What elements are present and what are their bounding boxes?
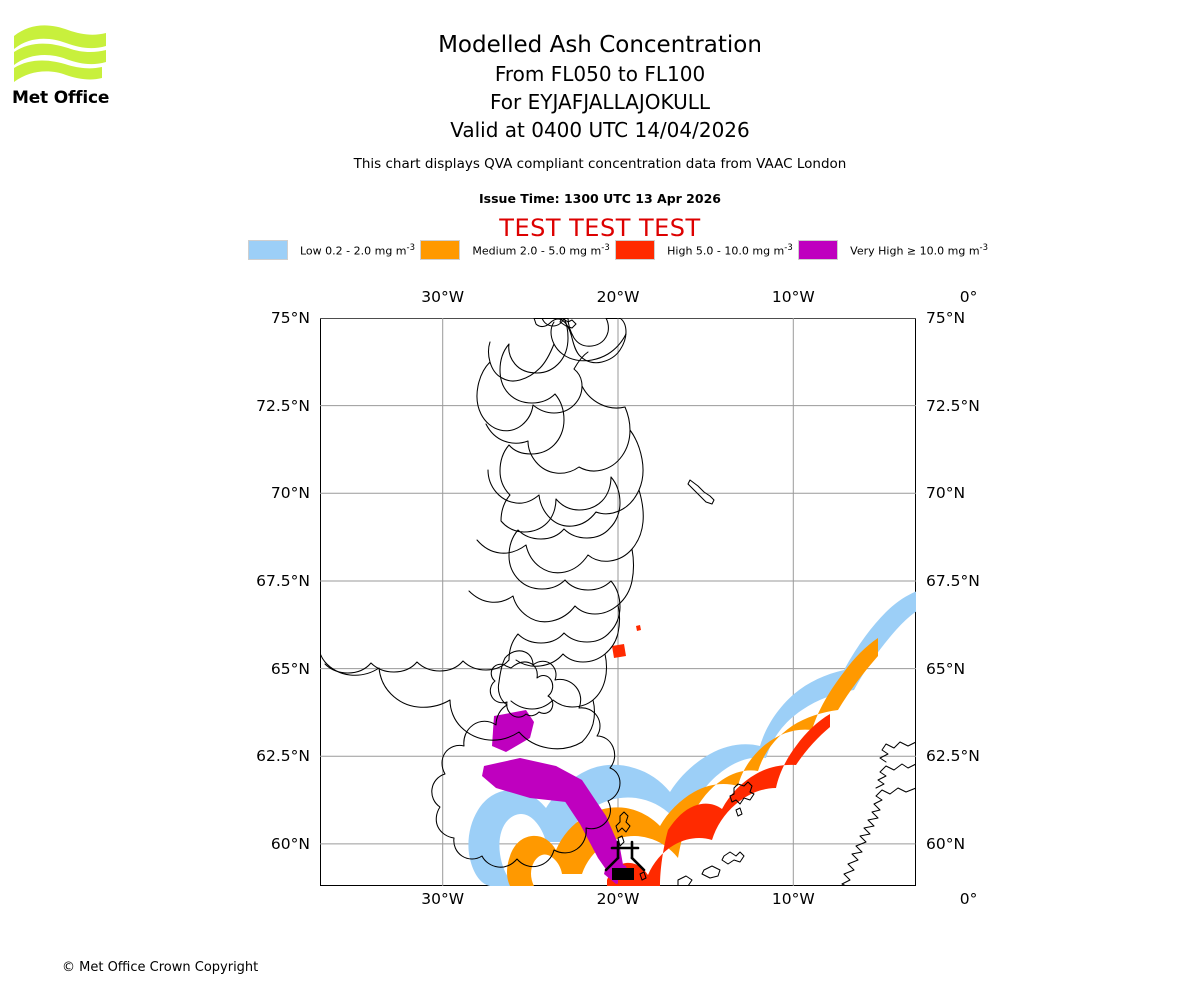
lat-label-right-1: 72.5°N [926, 396, 980, 415]
legend-unit-exponent: -3 [406, 242, 415, 253]
qva-compliance-note: This chart displays QVA compliant concen… [353, 156, 847, 172]
lat-label-right-5: 62.5°N [926, 747, 980, 766]
legend-label-high: High 5.0 - 10.0 mg m-3 [667, 242, 793, 258]
coastline-greenland-main [320, 321, 644, 750]
coastline-island-small-a [677, 875, 693, 886]
legend-unit-exponent: -3 [979, 242, 989, 253]
lon-label-bottom-0: 30°W [421, 890, 465, 908]
lon-label-bottom-3: 0° [959, 890, 978, 908]
lon-label-top-0: 30°W [421, 288, 465, 306]
map-container[interactable]: 30°W 30°W 20°W 20°W 10°W 10°W 0° 0° 75°N 75°N 72.5… [256, 288, 980, 908]
lat-label-left-3: 67.5°N [256, 571, 310, 590]
legend-swatch-very-high [798, 240, 839, 260]
legend-label-medium: Medium 2.0 - 5.0 mg m-3 [472, 242, 610, 258]
ash-concentration-map [320, 318, 916, 886]
legend-item-high: High 5.0 - 10.0 mg m-3 [615, 239, 793, 261]
coastline-jan-mayen [687, 479, 715, 505]
lat-label-left-0: 75°N [270, 309, 310, 327]
coastline-faroe-islands [729, 781, 755, 805]
coastline-greenland-east [324, 318, 621, 674]
lon-label-bottom-1: 20°W [596, 890, 640, 908]
chart-title-block: Modelled Ash Concentration From FL050 to… [0, 30, 1200, 144]
title-flight-levels: From FL050 to FL100 [494, 62, 706, 86]
coastline-norway-north [879, 741, 916, 763]
legend-swatch-medium [420, 240, 461, 260]
lat-label-right-4: 65°N [926, 659, 966, 678]
lat-label-right-2: 70°N [926, 484, 966, 503]
coastline-island-cluster [721, 851, 745, 865]
legend-label-low: Low 0.2 - 2.0 mg m-3 [300, 242, 415, 258]
lat-label-right-0: 75°N [926, 309, 966, 327]
plume-very-high-tongue [550, 766, 624, 878]
legend-swatch-high [615, 240, 656, 260]
lon-label-bottom-2: 10°W [771, 890, 815, 908]
title-volcano: For EYJAFJALLAJOKULL [490, 90, 710, 114]
coastline-iceland-detail [431, 650, 621, 868]
coastline-island-west [701, 865, 721, 879]
coastline-greenland [533, 318, 627, 364]
coastline-shetland-b [617, 835, 625, 847]
lon-label-top-2: 10°W [771, 288, 815, 306]
coastline-norway-fjords [875, 763, 916, 789]
plume-high-patch-northeast [612, 644, 626, 658]
lon-label-top-3: 0° [959, 288, 978, 306]
lat-label-left-6: 60°N [270, 834, 310, 853]
brand-name: Met Office [12, 88, 110, 108]
volcano-marker [604, 840, 646, 872]
volcano-source-pixel [612, 868, 634, 880]
legend-unit-exponent: -3 [601, 242, 610, 253]
coastlines [320, 318, 916, 886]
issue-time: Issue Time: 1300 UTC 13 Apr 2026 [479, 191, 721, 206]
met-office-logo [12, 22, 122, 112]
page-title: Modelled Ash Concentration [438, 32, 762, 58]
plume-high-patch-small [636, 625, 641, 631]
coastline-svalbard-fragment [559, 318, 577, 329]
copyright-notice: © Met Office Crown Copyright [62, 960, 259, 975]
coastline-shetland [615, 811, 631, 833]
legend-unit-exponent: -3 [784, 242, 793, 253]
plume-high-contour [607, 714, 830, 886]
test-banner: TEST TEST TEST [499, 214, 701, 242]
coastline-faroe-small [735, 807, 743, 817]
coastline-norway [841, 787, 916, 886]
legend-swatch-low [248, 240, 288, 260]
graticule-gridlines [320, 318, 916, 886]
concentration-legend: Low 0.2 - 2.0 mg m-3 Medium 2.0 - 5.0 mg … [248, 239, 988, 261]
lat-label-left-1: 72.5°N [256, 396, 310, 415]
lat-label-right-3: 67.5°N [926, 571, 980, 590]
legend-item-very-high: Very High ≥ 10.0 mg m-3 [798, 239, 988, 261]
legend-item-medium: Medium 2.0 - 5.0 mg m-3 [420, 239, 610, 261]
lon-label-top-1: 20°W [596, 288, 640, 306]
title-valid-time: Valid at 0400 UTC 14/04/2026 [450, 118, 750, 142]
met-office-waves-icon [14, 25, 106, 82]
legend-item-low: Low 0.2 - 2.0 mg m-3 [248, 239, 415, 261]
lat-label-left-2: 70°N [270, 484, 310, 503]
ash-plume-contours [468, 591, 916, 886]
coastline-iceland [489, 661, 554, 718]
plume-very-high-band-upper [492, 710, 534, 752]
coastline-island-tiny [639, 871, 647, 881]
plume-medium-contour [507, 638, 878, 886]
lat-label-left-5: 62.5°N [256, 747, 310, 766]
lat-label-left-4: 65°N [270, 659, 310, 678]
legend-label-very-high: Very High ≥ 10.0 mg m-3 [850, 242, 989, 258]
lat-label-right-6: 60°N [926, 834, 966, 853]
plume-very-high-band-mid [482, 758, 576, 802]
